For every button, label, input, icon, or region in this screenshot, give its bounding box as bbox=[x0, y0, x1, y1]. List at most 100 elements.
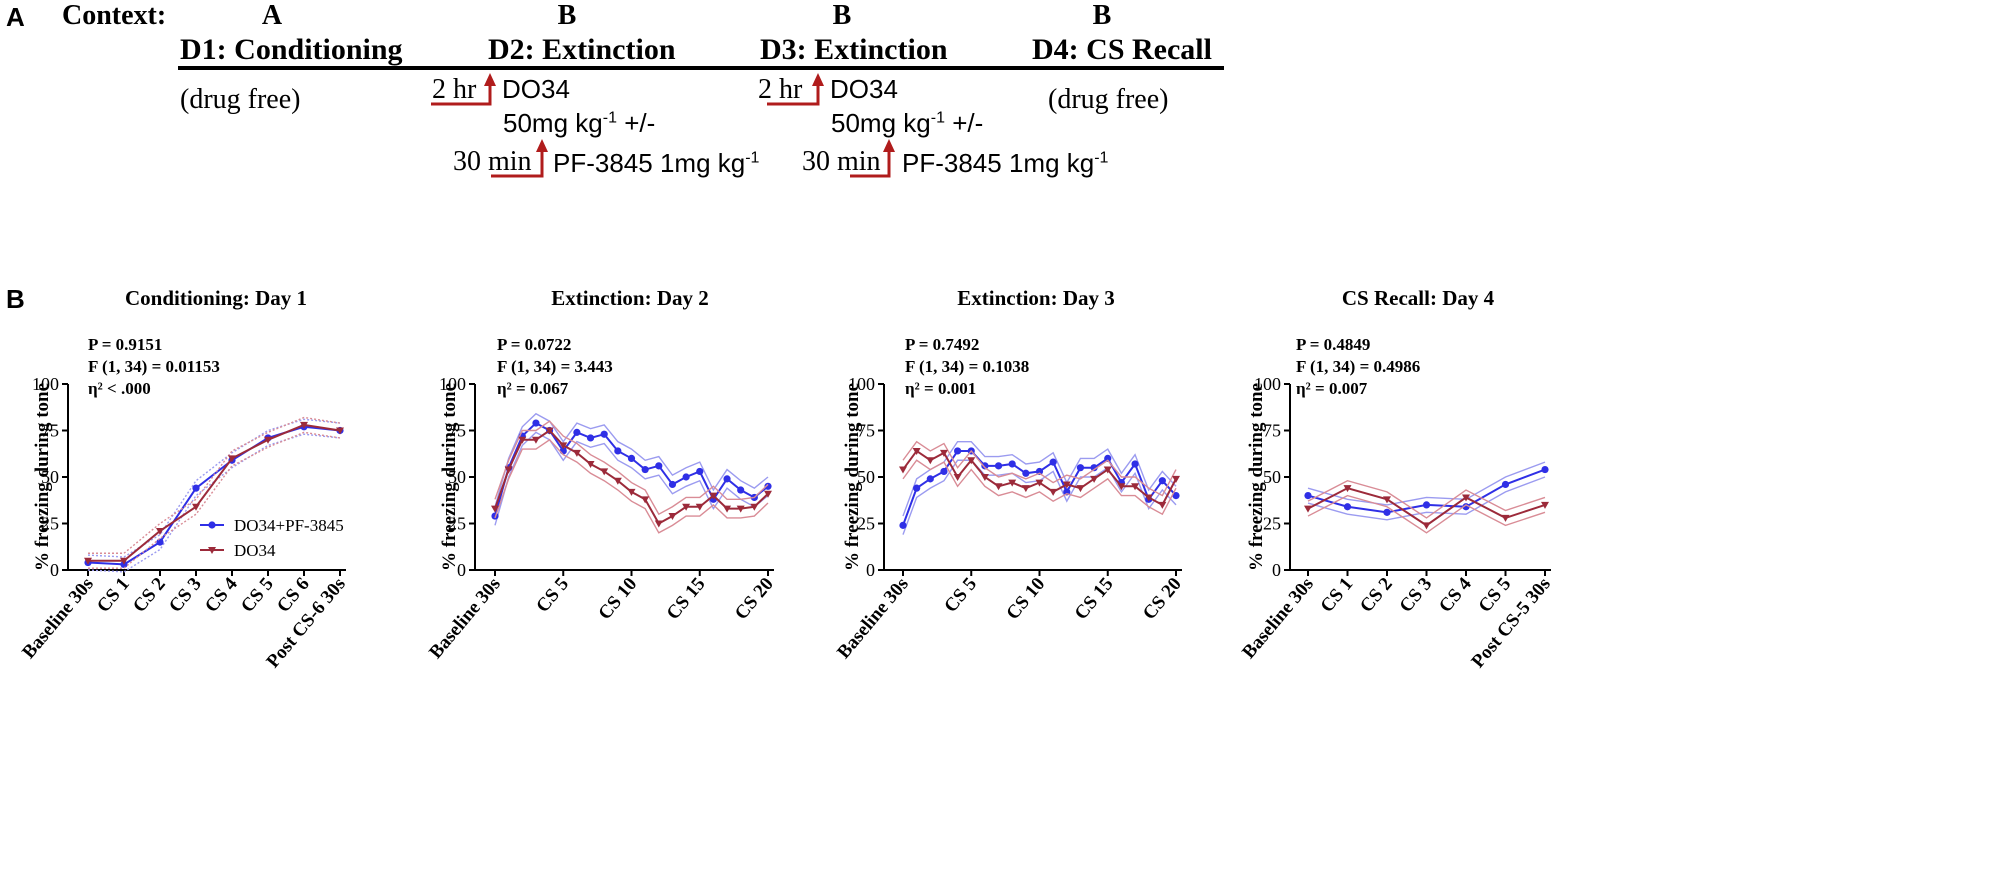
stat-line: η² = 0.007 bbox=[1296, 379, 1368, 398]
y-tick-label: 75 bbox=[1263, 421, 1281, 441]
stat-line: F (1, 34) = 0.01153 bbox=[88, 357, 220, 376]
data-point bbox=[696, 467, 704, 476]
data-point bbox=[899, 521, 907, 529]
data-point bbox=[1021, 485, 1030, 493]
arrow-30min-d3 bbox=[850, 150, 891, 178]
data-point bbox=[1076, 485, 1085, 493]
drug-pf-d3: PF-3845 1mg kg-1 bbox=[902, 148, 1109, 178]
data-point bbox=[1008, 460, 1016, 468]
x-tick-label: CS 10 bbox=[1002, 574, 1049, 624]
data-point bbox=[655, 462, 663, 470]
error-band-down bbox=[902, 459, 1177, 516]
y-tick-label: 50 bbox=[41, 467, 59, 487]
x-tick-label: Baseline 30s bbox=[18, 574, 98, 663]
data-point bbox=[228, 455, 236, 463]
error-band-up bbox=[902, 440, 1177, 517]
error-band-up bbox=[494, 420, 769, 516]
timeline-line bbox=[178, 66, 1224, 70]
y-tick-label: 0 bbox=[457, 560, 466, 580]
data-point bbox=[559, 442, 568, 450]
x-tick-label: CS 15 bbox=[663, 574, 710, 624]
stat-line: P = 0.7492 bbox=[905, 335, 979, 354]
data-point bbox=[641, 496, 650, 504]
x-tick-label: Baseline 30s bbox=[833, 574, 913, 663]
x-tick-label: CS 2 bbox=[1356, 574, 1397, 617]
data-point bbox=[1049, 458, 1057, 466]
data-point bbox=[1304, 505, 1312, 513]
chart-2: Extinction: Day 2 P = 0.0722 F (1, 34) = 3… bbox=[425, 286, 778, 663]
data-point bbox=[600, 468, 609, 476]
error-band-down bbox=[87, 433, 341, 573]
data-point bbox=[614, 447, 622, 455]
data-point bbox=[192, 503, 200, 511]
y-tick-label: 100 bbox=[848, 374, 875, 394]
drug-do34-d2: DO34 bbox=[502, 74, 570, 104]
data-point bbox=[1422, 522, 1431, 530]
data-point bbox=[1541, 465, 1549, 474]
data-point bbox=[736, 505, 745, 513]
drug-free-d4: (drug free) bbox=[1048, 84, 1169, 115]
data-point bbox=[899, 466, 907, 474]
chart-title: Conditioning: Day 1 bbox=[125, 286, 307, 310]
context-letter-d4: B bbox=[1092, 0, 1112, 31]
data-point bbox=[1076, 464, 1085, 472]
data-point bbox=[120, 557, 128, 565]
x-tick-label: CS 20 bbox=[731, 574, 778, 624]
data-point bbox=[572, 449, 581, 457]
data-point bbox=[1462, 503, 1470, 511]
data-point bbox=[1541, 501, 1549, 509]
error-band-up bbox=[1307, 461, 1546, 506]
data-point bbox=[737, 486, 745, 494]
y-tick-label: 0 bbox=[50, 560, 59, 580]
data-point bbox=[695, 503, 704, 511]
drug-pf-d2: PF-3845 1mg kg-1 bbox=[553, 148, 760, 178]
y-axis-label: % freezing during tone bbox=[1246, 383, 1267, 571]
drug-dose-d3: 50mg kg-1 +/- bbox=[831, 108, 984, 138]
x-tick-label: Baseline 30s bbox=[425, 574, 505, 663]
x-tick-label: CS 1 bbox=[1316, 574, 1357, 617]
data-point bbox=[981, 462, 989, 470]
data-point bbox=[1501, 514, 1510, 522]
x-tick-label: CS 20 bbox=[1139, 574, 1186, 624]
data-point bbox=[1172, 492, 1180, 500]
data-point bbox=[1117, 483, 1126, 491]
data-point bbox=[980, 474, 989, 481]
data-point bbox=[1022, 469, 1030, 477]
x-tick-label: CS 5 bbox=[532, 574, 573, 617]
data-point bbox=[600, 430, 608, 438]
data-point bbox=[1035, 479, 1044, 487]
x-tick-label: Baseline 30s bbox=[1238, 574, 1318, 663]
data-point bbox=[336, 427, 344, 435]
injection-arrows bbox=[431, 73, 895, 178]
legend-marker-do34 bbox=[208, 547, 216, 554]
data-point bbox=[926, 457, 935, 465]
y-tick-label: 100 bbox=[32, 374, 59, 394]
data-point bbox=[764, 490, 772, 498]
y-tick-label: 0 bbox=[866, 560, 875, 580]
data-point bbox=[723, 475, 731, 483]
data-point bbox=[641, 465, 649, 474]
error-band-up bbox=[88, 416, 341, 554]
y-tick-label: 75 bbox=[41, 421, 59, 441]
stat-line: η² < .000 bbox=[88, 379, 151, 398]
data-point bbox=[939, 449, 948, 457]
data-point bbox=[627, 454, 636, 462]
error-band-down bbox=[88, 431, 341, 569]
day-label-d2: D2: Extinction bbox=[488, 33, 676, 66]
data-point bbox=[994, 462, 1003, 470]
data-point bbox=[1062, 481, 1071, 489]
drug-do34-d3: DO34 bbox=[830, 74, 898, 104]
data-point bbox=[1035, 467, 1044, 476]
data-point bbox=[192, 484, 200, 492]
data-point bbox=[1158, 501, 1167, 509]
panel-a-letter: A bbox=[6, 2, 25, 32]
data-point bbox=[1304, 492, 1312, 500]
x-tick-label: CS 4 bbox=[1435, 573, 1476, 616]
stat-line: F (1, 34) = 0.1038 bbox=[905, 357, 1029, 376]
stat-line: F (1, 34) = 3.443 bbox=[497, 357, 613, 376]
arrowhead-2hr-d3 bbox=[812, 73, 824, 86]
data-point bbox=[613, 477, 622, 485]
chart-title: CS Recall: Day 4 bbox=[1342, 286, 1495, 310]
chart-title: Extinction: Day 3 bbox=[957, 286, 1115, 310]
arrow-2hr-d3 bbox=[767, 84, 820, 106]
